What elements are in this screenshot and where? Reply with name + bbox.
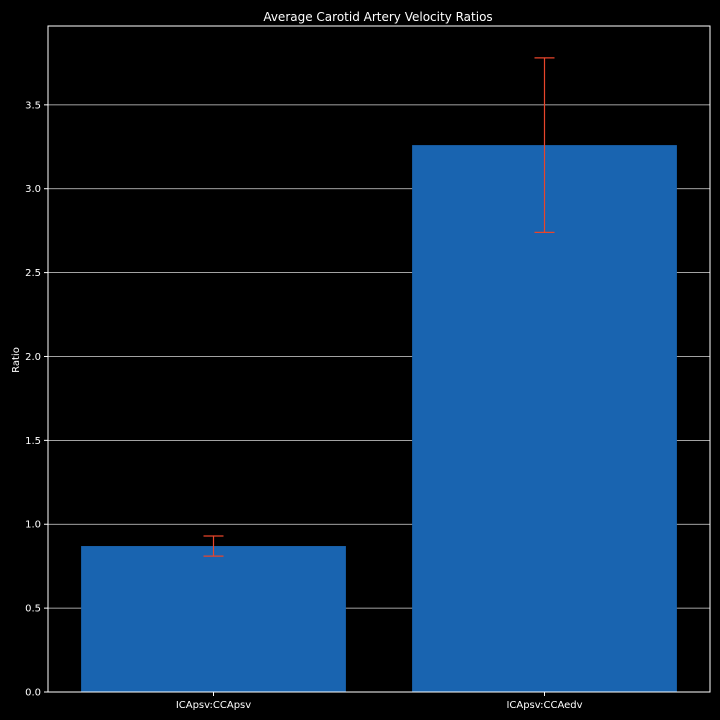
x-tick-label: ICApsv:CCAedv <box>506 700 582 711</box>
x-tick-label: ICApsv:CCApsv <box>176 700 251 711</box>
y-tick-label: 3.0 <box>25 184 41 195</box>
bars <box>81 145 677 693</box>
y-tick-label: 3.5 <box>25 100 41 111</box>
y-axis-label: Ratio <box>11 347 22 373</box>
y-tick-label: 2.0 <box>25 352 41 363</box>
y-tick-label: 2.5 <box>25 268 41 279</box>
bar <box>81 546 346 692</box>
plot-frame <box>47 25 711 693</box>
error-bars <box>203 57 555 557</box>
y-tick-label: 1.0 <box>25 520 41 531</box>
x-axis-ticks: ICApsv:CCApsv ICApsv:CCAedv <box>176 692 583 711</box>
bar <box>412 145 677 693</box>
y-tick-label: 0.0 <box>25 688 41 699</box>
chart-title: Average Carotid Artery Velocity Ratios <box>263 10 492 24</box>
y-axis-ticks: 0.0 0.5 1.0 1.5 2.0 2.5 3.0 3.5 <box>25 100 48 699</box>
y-tick-label: 0.5 <box>25 604 41 615</box>
y-tick-label: 1.5 <box>25 436 41 447</box>
